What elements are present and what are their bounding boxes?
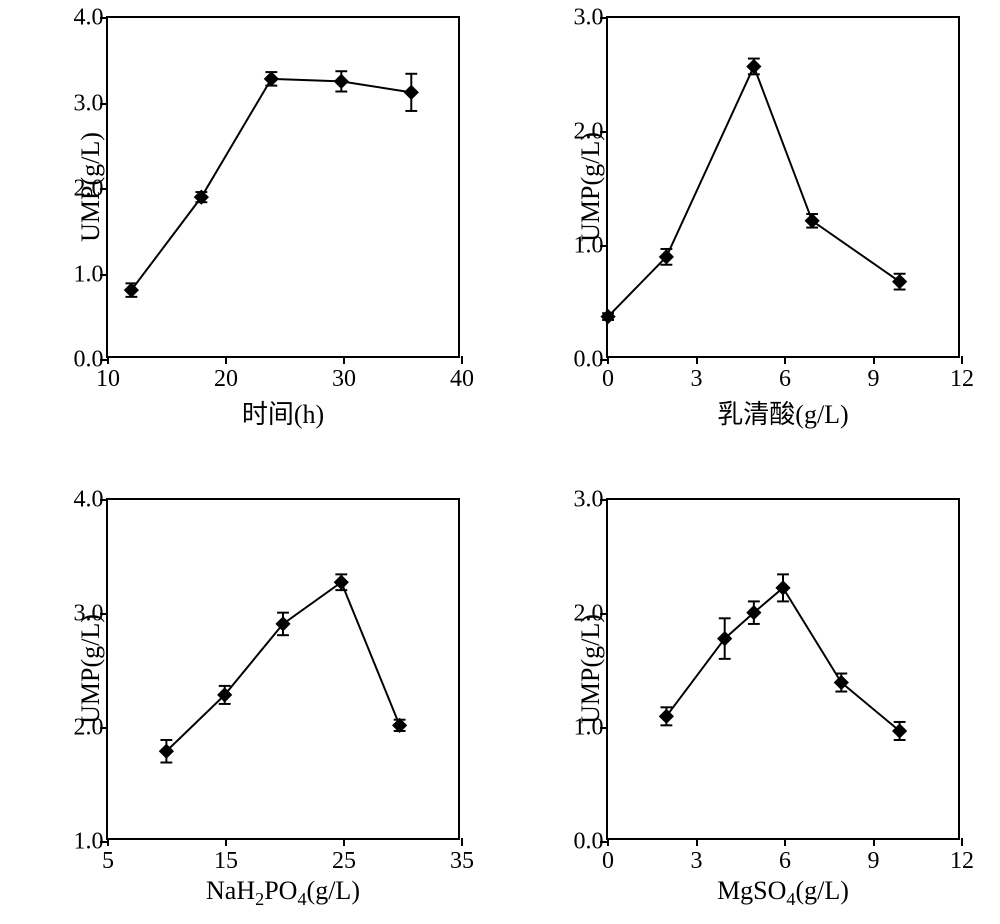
x-tick (961, 356, 963, 364)
x-tick-label: 40 (450, 366, 474, 393)
x-tick-label: 15 (214, 848, 238, 875)
y-tick-label: 3.0 (574, 5, 604, 32)
x-tick-label: 3 (691, 366, 703, 393)
x-tick-label: 0 (602, 848, 614, 875)
panel-c: 51525351.02.03.04.0NaH2PO4(g/L)UMP(g/L) (30, 492, 470, 914)
line (666, 588, 899, 731)
x-tick (225, 356, 227, 364)
marker-diamond (334, 74, 348, 88)
plot-area: 0369120.01.02.03.0乳清酸(g/L)UMP(g/L) (606, 16, 960, 358)
marker-diamond (805, 214, 819, 228)
y-tick-label: 0.0 (74, 347, 104, 374)
x-tick-label: 35 (450, 848, 474, 875)
series (108, 18, 458, 356)
x-tick-label: 20 (214, 366, 238, 393)
x-tick-label: 6 (779, 848, 791, 875)
x-axis-label: MgSO4(g/L) (717, 876, 849, 910)
y-tick-label: 3.0 (74, 90, 104, 117)
marker-diamond (747, 60, 761, 74)
x-tick (461, 356, 463, 364)
x-tick (461, 838, 463, 846)
plot-area: 102030400.01.02.03.04.0时间(h)UMP(g/L) (106, 16, 460, 358)
x-tick-label: 5 (102, 848, 114, 875)
series (608, 18, 958, 356)
chart-grid: 102030400.01.02.03.04.0时间(h)UMP(g/L) 036… (30, 10, 970, 914)
x-tick-label: 25 (332, 848, 356, 875)
marker-diamond (404, 85, 418, 99)
x-tick (696, 838, 698, 846)
line (608, 66, 900, 316)
y-tick-label: 0.0 (574, 829, 604, 856)
x-tick (873, 356, 875, 364)
x-tick (961, 838, 963, 846)
x-tick-label: 0 (602, 366, 614, 393)
x-tick-label: 3 (691, 848, 703, 875)
x-tick-label: 12 (950, 366, 974, 393)
line (166, 582, 399, 751)
x-tick (343, 838, 345, 846)
series (108, 500, 458, 838)
marker-diamond (893, 275, 907, 289)
x-tick-label: 30 (332, 366, 356, 393)
x-tick (343, 356, 345, 364)
line (131, 79, 411, 290)
y-tick-label: 0.0 (574, 347, 604, 374)
x-tick (225, 838, 227, 846)
x-tick-label: 12 (950, 848, 974, 875)
x-tick-label: 9 (868, 848, 880, 875)
x-tick (696, 356, 698, 364)
y-tick-label: 3.0 (574, 487, 604, 514)
panel-d: 0369120.01.02.03.0MgSO4(g/L)UMP(g/L) (530, 492, 970, 914)
x-axis-label: NaH2PO4(g/L) (206, 876, 360, 910)
series (608, 500, 958, 838)
x-tick (784, 356, 786, 364)
x-tick (873, 838, 875, 846)
x-axis-label: 乳清酸(g/L) (717, 394, 848, 431)
panel-b: 0369120.01.02.03.0乳清酸(g/L)UMP(g/L) (530, 10, 970, 432)
y-tick-label: 1.0 (74, 261, 104, 288)
panel-a: 102030400.01.02.03.04.0时间(h)UMP(g/L) (30, 10, 470, 432)
plot-area: 51525351.02.03.04.0NaH2PO4(g/L)UMP(g/L) (106, 498, 460, 840)
x-tick (784, 838, 786, 846)
x-axis-label: 时间(h) (242, 394, 324, 431)
marker-diamond (334, 575, 348, 589)
marker-diamond (264, 72, 278, 86)
y-tick-label: 1.0 (74, 829, 104, 856)
plot-area: 0369120.01.02.03.0MgSO4(g/L)UMP(g/L) (606, 498, 960, 840)
x-tick-label: 6 (779, 366, 791, 393)
y-tick-label: 4.0 (74, 487, 104, 514)
x-tick-label: 9 (868, 366, 880, 393)
y-tick-label: 4.0 (74, 5, 104, 32)
